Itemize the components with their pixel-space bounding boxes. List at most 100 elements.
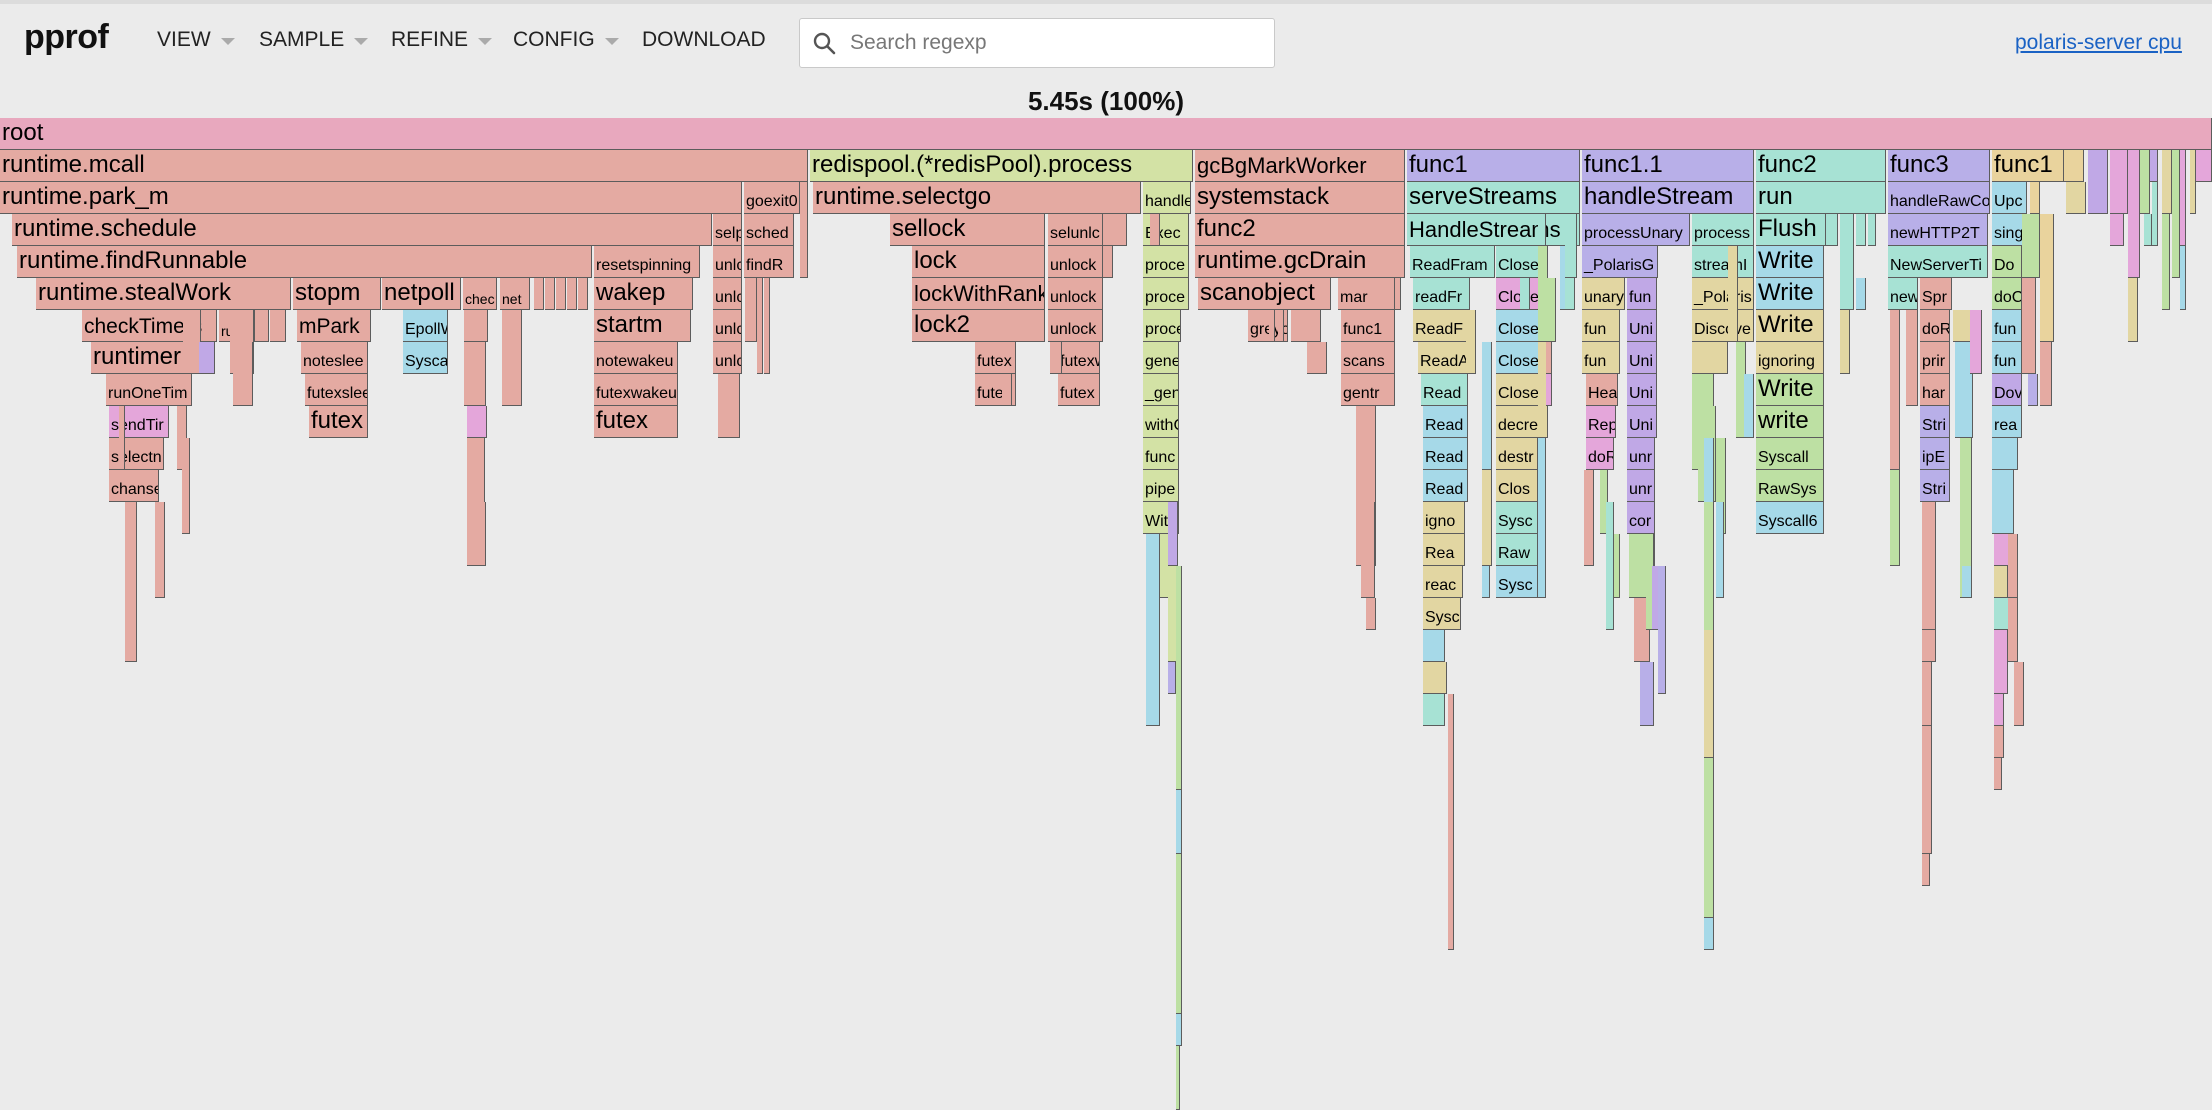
flame-frame[interactable] — [534, 278, 544, 310]
flame-frame[interactable] — [1050, 342, 1062, 374]
flame-frame[interactable]: func1 — [1992, 150, 2064, 182]
flame-frame[interactable]: reac — [1423, 566, 1463, 598]
flame-frame[interactable]: unlc — [713, 246, 742, 278]
flame-frame[interactable]: _PolarisG — [1582, 246, 1658, 278]
flame-frame[interactable] — [1826, 214, 1838, 246]
flame-frame[interactable] — [2040, 214, 2054, 342]
flame-frame[interactable] — [1994, 630, 2008, 694]
flame-frame[interactable] — [2180, 246, 2186, 310]
flame-frame[interactable]: ReadF — [1413, 310, 1470, 342]
flame-frame[interactable] — [545, 278, 555, 310]
flame-frame[interactable]: Rea — [1423, 534, 1465, 566]
flame-frame[interactable]: sellock — [890, 214, 1045, 246]
flame-frame[interactable]: runtime.mcall — [0, 150, 808, 182]
flame-frame[interactable] — [2150, 150, 2158, 182]
flame-frame[interactable] — [1291, 310, 1321, 342]
flame-frame[interactable] — [1482, 470, 1492, 566]
flame-frame[interactable] — [1361, 502, 1375, 598]
flame-frame[interactable] — [155, 502, 165, 598]
flame-frame[interactable] — [1565, 214, 1577, 278]
flame-frame[interactable]: func — [1143, 438, 1179, 470]
flame-frame[interactable] — [1307, 342, 1327, 374]
flame-frame[interactable]: ipE — [1920, 438, 1950, 470]
flame-frame[interactable]: selp — [713, 214, 742, 246]
flame-frame[interactable] — [1658, 566, 1666, 694]
flame-frame[interactable] — [1955, 342, 1973, 438]
flame-frame[interactable] — [1840, 214, 1854, 310]
flame-frame[interactable]: futex — [1058, 374, 1100, 406]
flame-frame[interactable]: Write — [1756, 246, 1824, 278]
flame-frame[interactable] — [1423, 662, 1447, 694]
flame-frame[interactable]: func1 — [1407, 150, 1580, 182]
flame-frame[interactable]: func1 — [1341, 310, 1395, 342]
flame-frame[interactable]: goexit0 — [744, 182, 800, 214]
flame-frame[interactable] — [1584, 470, 1594, 566]
flame-frame[interactable] — [2172, 150, 2180, 278]
flame-frame[interactable]: Stri — [1920, 406, 1950, 438]
flame-frame[interactable] — [1922, 662, 1932, 726]
flame-frame[interactable] — [764, 278, 770, 374]
flame-frame[interactable] — [1994, 566, 2008, 598]
flame-frame[interactable]: har — [1920, 374, 1950, 406]
flame-frame[interactable]: unlock — [1048, 278, 1103, 310]
flame-frame[interactable]: Do — [1992, 246, 2022, 278]
flame-frame[interactable]: igno — [1423, 502, 1465, 534]
flame-frame[interactable]: unlock — [1048, 310, 1103, 342]
flame-frame[interactable] — [745, 278, 757, 342]
flame-frame[interactable] — [1538, 214, 1546, 246]
flame-frame[interactable]: Sysca — [403, 342, 448, 374]
flame-frame[interactable] — [255, 310, 269, 342]
flame-frame[interactable]: stopm — [293, 278, 381, 310]
flame-frame[interactable]: futex — [975, 342, 1016, 374]
flame-frame[interactable] — [1716, 502, 1724, 598]
flame-frame[interactable] — [757, 278, 763, 374]
flame-frame[interactable]: runtime.selectgo — [813, 182, 1141, 214]
flame-frame[interactable] — [270, 310, 286, 342]
flame-frame[interactable] — [1103, 246, 1113, 278]
flame-frame[interactable]: proce — [1143, 246, 1189, 278]
flame-frame[interactable]: fun — [1992, 310, 2022, 342]
flame-frame[interactable] — [718, 374, 740, 438]
flame-frame[interactable] — [1565, 278, 1575, 310]
flame-frame[interactable] — [567, 278, 577, 310]
flame-frame[interactable]: readFr — [1413, 278, 1470, 310]
flame-frame[interactable]: ReadA — [1418, 342, 1468, 374]
flame-frame[interactable]: mPark — [297, 310, 371, 342]
flame-frame[interactable]: Read — [1423, 470, 1468, 502]
flame-frame[interactable] — [2008, 534, 2018, 598]
flame-frame[interactable]: Flush — [1756, 214, 1826, 246]
flame-frame[interactable]: unlc — [713, 310, 742, 342]
flame-frame[interactable] — [2040, 342, 2052, 406]
flame-frame[interactable] — [199, 342, 215, 374]
flame-frame[interactable]: Syscall — [1756, 438, 1824, 470]
flame-frame[interactable]: notewakeu — [594, 342, 678, 374]
flame-frame[interactable]: sched — [744, 214, 794, 246]
flame-frame[interactable]: Dov — [1992, 374, 2022, 406]
flame-frame[interactable] — [2110, 150, 2128, 214]
flame-frame[interactable] — [1117, 214, 1127, 246]
flame-frame[interactable] — [502, 310, 522, 406]
flame-frame[interactable]: RawSys — [1756, 470, 1824, 502]
flame-frame[interactable]: Uni — [1627, 342, 1657, 374]
flame-frame[interactable]: selectn — [109, 438, 164, 470]
flame-frame[interactable]: handle — [1143, 182, 1191, 214]
flame-frame[interactable] — [1890, 470, 1900, 566]
flame-frame[interactable] — [1840, 310, 1850, 374]
flame-frame[interactable]: fun — [1582, 342, 1620, 374]
flame-frame[interactable] — [2180, 150, 2186, 246]
flame-frame[interactable] — [1176, 790, 1182, 854]
flame-frame[interactable]: cor — [1627, 502, 1655, 534]
flame-frame[interactable]: chec — [463, 278, 497, 310]
menu-download[interactable]: DOWNLOAD — [642, 28, 766, 52]
flame-frame[interactable]: fun — [1627, 278, 1657, 310]
flame-frame[interactable] — [1176, 1014, 1182, 1046]
search-input[interactable] — [848, 30, 1252, 56]
flame-frame[interactable]: selunlc — [1048, 214, 1103, 246]
flame-frame[interactable] — [1423, 630, 1445, 662]
flame-frame[interactable]: Close — [1496, 246, 1546, 278]
flame-frame[interactable]: noteslee — [301, 342, 368, 374]
flame-frame[interactable]: systemstack — [1195, 182, 1405, 214]
flame-frame[interactable]: scans — [1341, 342, 1395, 374]
flame-frame[interactable] — [2162, 214, 2170, 310]
flame-frame[interactable] — [467, 406, 487, 438]
